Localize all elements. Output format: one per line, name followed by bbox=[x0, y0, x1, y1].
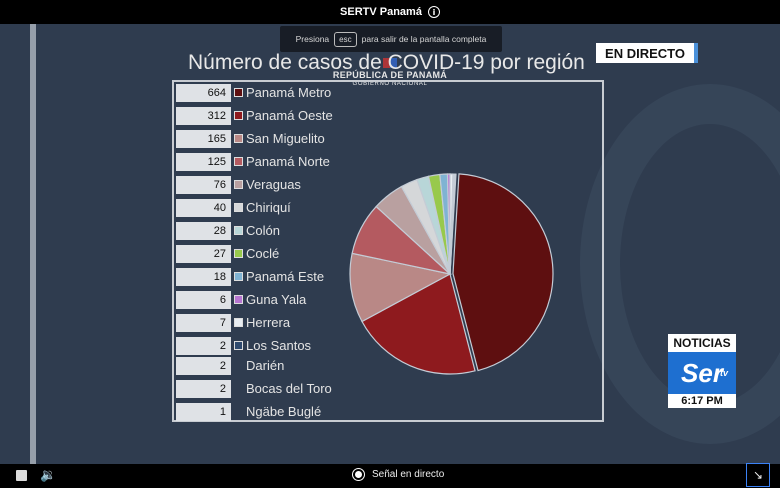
region-label: San Miguelito bbox=[246, 131, 325, 146]
legend-swatch bbox=[234, 180, 243, 189]
case-count: 2 bbox=[176, 357, 231, 375]
case-count: 125 bbox=[176, 153, 231, 171]
flag-emblem-icon bbox=[383, 58, 397, 68]
legend-row: 28 Colón bbox=[176, 222, 346, 240]
legend-row: 7 Herrera bbox=[176, 314, 346, 332]
legend-swatch bbox=[234, 341, 243, 350]
legend-swatch bbox=[234, 134, 243, 143]
case-count: 664 bbox=[176, 84, 231, 102]
esc-key: esc bbox=[334, 31, 357, 47]
logo-text: Ser bbox=[681, 357, 723, 388]
gov-line-2: GOBIERNO NACIONAL bbox=[352, 81, 428, 87]
legend-swatch bbox=[234, 272, 243, 281]
case-count: 27 bbox=[176, 245, 231, 263]
case-count: 2 bbox=[176, 337, 231, 355]
tip-post: para salir de la pantalla completa bbox=[361, 34, 487, 44]
legend-swatch bbox=[234, 295, 243, 304]
region-label: Ngäbe Buglé bbox=[246, 404, 322, 419]
noticias-label: NOTICIAS bbox=[668, 334, 736, 352]
region-label: Panamá Norte bbox=[246, 154, 330, 169]
left-stripe bbox=[30, 24, 36, 464]
sertv-logo: Ser tv bbox=[668, 352, 736, 394]
pie-slice bbox=[452, 173, 554, 372]
government-emblem: REPÚBLICA DE PANAMÁ GOBIERNO NACIONAL bbox=[300, 58, 480, 87]
region-label: Darién bbox=[246, 358, 285, 373]
case-count: 6 bbox=[176, 291, 231, 309]
pie-chart bbox=[349, 173, 554, 375]
legend-row: 1 Ngäbe Buglé bbox=[176, 403, 346, 421]
exit-fullscreen-icon[interactable]: ↘ bbox=[746, 463, 770, 487]
pie-slice bbox=[361, 273, 476, 375]
case-count: 1 bbox=[176, 403, 231, 421]
region-label: Herrera bbox=[246, 315, 291, 330]
legend-swatch bbox=[234, 249, 243, 258]
info-icon[interactable]: i bbox=[427, 6, 440, 18]
legend-swatch bbox=[234, 318, 243, 327]
video-frame[interactable]: REPÚBLICA DE PANAMÁ GOBIERNO NACIONAL Pr… bbox=[0, 24, 780, 464]
fullscreen-exit-tip: Presiona esc para salir de la pantalla c… bbox=[280, 26, 502, 52]
live-signal[interactable]: Señal en directo bbox=[352, 468, 444, 481]
legend-swatch bbox=[234, 157, 243, 166]
volume-icon[interactable]: 🔉 bbox=[40, 468, 57, 483]
chart-frame bbox=[172, 80, 604, 422]
region-label: Los Santos bbox=[246, 338, 312, 353]
window-title-bar: SERTV Panamá i bbox=[0, 0, 780, 24]
legend-row: 76 Veraguas bbox=[176, 176, 346, 194]
player-controls: 🔉 Señal en directo bbox=[0, 464, 780, 488]
region-label: Panamá Este bbox=[246, 269, 325, 284]
live-signal-label: Señal en directo bbox=[372, 469, 445, 480]
region-label: Panamá Oeste bbox=[246, 108, 333, 123]
tip-pre: Presiona bbox=[295, 34, 330, 44]
region-label: Colón bbox=[246, 223, 280, 238]
channel-bug: NOTICIAS Ser tv 6:17 PM bbox=[668, 334, 736, 408]
stop-icon[interactable] bbox=[16, 470, 27, 481]
legend-row: 125 Panamá Norte bbox=[176, 153, 346, 171]
case-count: 76 bbox=[176, 176, 231, 194]
legend-swatch bbox=[234, 111, 243, 120]
region-label: Chiriquí bbox=[246, 200, 291, 215]
legend-row: 40 Chiriquí bbox=[176, 199, 346, 217]
region-label: Guna Yala bbox=[246, 292, 307, 307]
legend-row: 664 Panamá Metro bbox=[176, 84, 346, 102]
case-count: 312 bbox=[176, 107, 231, 125]
legend-row: 2 Los Santos bbox=[176, 337, 346, 355]
case-count: 40 bbox=[176, 199, 231, 217]
case-count: 28 bbox=[176, 222, 231, 240]
case-count: 2 bbox=[176, 380, 231, 398]
clock-time: 6:17 PM bbox=[668, 394, 736, 408]
legend-row: 2 Darién bbox=[176, 357, 346, 375]
legend-row: 18 Panamá Este bbox=[176, 268, 346, 286]
legend-row: 312 Panamá Oeste bbox=[176, 107, 346, 125]
legend-swatch bbox=[234, 226, 243, 235]
region-label: Bocas del Toro bbox=[246, 381, 332, 396]
logo-suffix: tv bbox=[719, 368, 728, 378]
region-label: Veraguas bbox=[246, 177, 301, 192]
legend-swatch bbox=[234, 203, 243, 212]
pie-slice bbox=[349, 252, 452, 323]
chart-title: Número de casos de COVID-19 por región bbox=[188, 51, 585, 74]
gov-line-1: REPÚBLICA DE PANAMÁ bbox=[332, 70, 448, 80]
legend-row: 165 San Miguelito bbox=[176, 130, 346, 148]
case-count: 165 bbox=[176, 130, 231, 148]
window-title: SERTV Panamá bbox=[340, 6, 422, 18]
legend-row: 6 Guna Yala bbox=[176, 291, 346, 309]
region-label: Coclé bbox=[246, 246, 280, 261]
legend-row: 2 Bocas del Toro bbox=[176, 380, 346, 398]
region-label: Panamá Metro bbox=[246, 85, 332, 100]
legend-row: 27 Coclé bbox=[176, 245, 346, 263]
case-count: 7 bbox=[176, 314, 231, 332]
live-signal-radio-icon[interactable] bbox=[352, 468, 365, 481]
legend-swatch bbox=[234, 88, 243, 97]
live-badge: EN DIRECTO bbox=[596, 43, 698, 63]
pie-slice bbox=[449, 173, 457, 275]
case-count: 18 bbox=[176, 268, 231, 286]
